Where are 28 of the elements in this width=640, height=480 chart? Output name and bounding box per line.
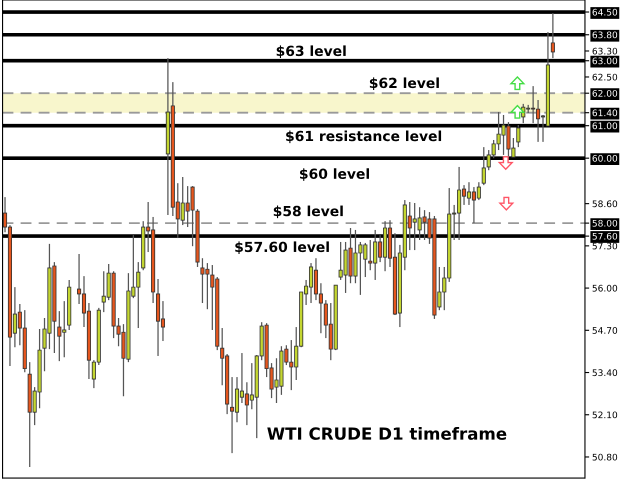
y-tick-label: 63.30: [592, 48, 618, 55]
y-tick-label: 57.30: [592, 242, 618, 250]
y-tick-label: 52.10: [592, 411, 618, 418]
candlestick: [516, 124, 520, 148]
y-tick-label: 56.00: [592, 284, 618, 292]
y-tick-label: 62.50: [592, 74, 618, 81]
y-tick-label: 63.80: [592, 31, 618, 38]
annotation: $60 level: [300, 168, 369, 181]
annotation: $58 level: [274, 206, 343, 218]
y-tick-label: 54.70: [592, 327, 618, 334]
y-tick-label: 58.60: [592, 200, 618, 208]
y-tick-label: 61.40: [592, 109, 618, 116]
annotation: $63 level: [276, 45, 346, 58]
y-tick-label: 62.00: [592, 90, 618, 97]
candlestick: [550, 12, 555, 59]
text: WTI CRUDE D1 timeframe: [267, 426, 506, 440]
y-tick-label: 50.80: [592, 454, 618, 461]
annotation: $62 level: [370, 77, 439, 90]
y-tick-label: 53.40: [592, 369, 618, 376]
y-tick-label: 58.00: [592, 220, 618, 227]
y-tick-label: 63.00: [592, 57, 618, 64]
y-tick-label: 60.00: [592, 154, 618, 162]
annotation: $57.60 level: [235, 241, 329, 254]
candlestick: [482, 146, 486, 186]
annotation: $61 resistance level: [286, 130, 442, 144]
y-tick-label: 64.50: [592, 8, 618, 16]
y-tick-label: 57.60: [592, 232, 618, 240]
y-tick-label: 61.00: [592, 122, 618, 130]
